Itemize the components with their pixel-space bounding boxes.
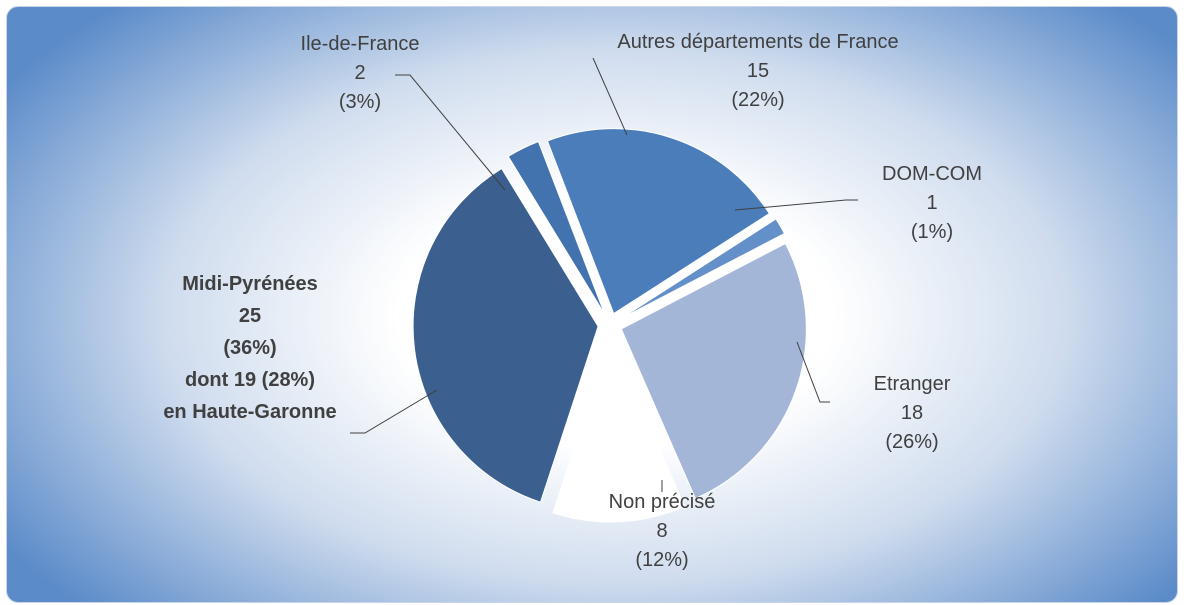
percent-label: (12%): [635, 549, 689, 571]
category-label: DOM-COM: [882, 163, 982, 185]
percent-label: (22%): [731, 89, 785, 111]
value-label: 15: [746, 60, 770, 82]
annotation: dont 19 (28%): [184, 369, 316, 391]
data-label: Autres départements de France 15 (22%): [608, 28, 908, 115]
category-label: Etranger: [873, 373, 951, 395]
annotation: en Haute-Garonne: [163, 401, 337, 423]
percent-label: (3%): [338, 91, 382, 113]
value-label: 2: [354, 62, 366, 84]
category-label: Non précisé: [608, 491, 716, 513]
value-label: 18: [900, 402, 924, 424]
leader-line: [592, 57, 628, 136]
leader-line: [796, 341, 830, 403]
pie-slice: [507, 140, 606, 315]
percent-label: (1%): [910, 221, 954, 243]
percent-label: (36%): [223, 337, 277, 359]
value-label: 25: [238, 305, 262, 327]
pie-slice: [552, 335, 686, 523]
value-label: 1: [926, 192, 938, 214]
leader-line: [350, 389, 438, 434]
pie-slice: [620, 218, 786, 320]
category-label: Ile-de-France: [300, 33, 420, 55]
data-label: Non précisé 8 (12%): [572, 488, 752, 575]
pie-slice: [546, 128, 771, 315]
leader-line: [734, 199, 858, 211]
leader-line: [395, 74, 506, 191]
pie-slice: [620, 242, 807, 500]
category-label: Midi-Pyrénées: [182, 273, 318, 295]
pie-slice: [412, 167, 599, 503]
data-label: Midi-Pyrénées 25 (36%) dont 19 (28%) en Haut…: [120, 268, 380, 428]
percent-label: (26%): [885, 431, 939, 453]
value-label: 8: [656, 520, 668, 542]
data-label: DOM-COM 1 (1%): [852, 160, 1012, 247]
data-label: Etranger 18 (26%): [832, 370, 992, 457]
category-label: Autres départements de France: [617, 31, 899, 53]
data-label: Ile-de-France 2 (3%): [270, 30, 450, 117]
